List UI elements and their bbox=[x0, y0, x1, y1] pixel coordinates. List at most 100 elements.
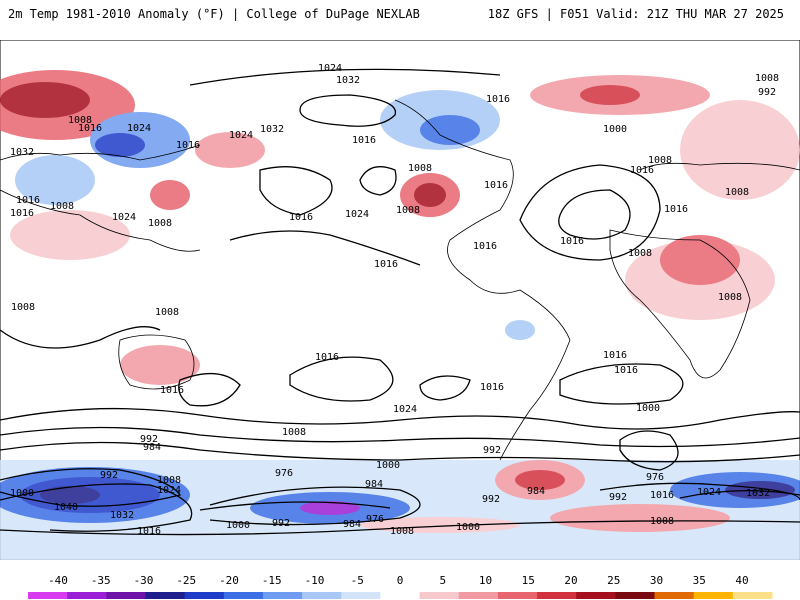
colorbar-tick-label: -20 bbox=[219, 574, 239, 587]
isobar-label: 1000 bbox=[226, 520, 250, 531]
isobar-label: 1016 bbox=[10, 208, 34, 219]
isobar-label: 992 bbox=[272, 518, 290, 529]
isobar-label: 984 bbox=[143, 442, 161, 453]
temperature-anomaly-shading bbox=[0, 70, 800, 560]
model-run-info: 18Z GFS | F051 Valid: 21Z THU MAR 27 202… bbox=[487, 7, 784, 21]
isobar-label: 1016 bbox=[352, 135, 376, 146]
isobar-label: 1024 bbox=[318, 63, 342, 74]
isobar-label: 1016 bbox=[614, 365, 638, 376]
isobar-label: 1016 bbox=[315, 352, 339, 363]
isobar-label: 992 bbox=[609, 492, 627, 503]
colorbar-swatch bbox=[380, 592, 421, 599]
colorbar-swatch bbox=[67, 592, 107, 599]
isobar-label: 1016 bbox=[78, 123, 102, 134]
isobar-label: 984 bbox=[365, 479, 383, 490]
isobar-label: 1024 bbox=[697, 487, 721, 498]
isobar-label: 976 bbox=[275, 468, 293, 479]
isobar-label: 1016 bbox=[137, 526, 161, 537]
isobar-label: 1024 bbox=[127, 123, 151, 134]
isobar-label: 1016 bbox=[484, 180, 508, 191]
isobar-label: 1000 bbox=[376, 460, 400, 471]
isobar-label: 1024 bbox=[229, 130, 253, 141]
isobar-label: 1016 bbox=[603, 350, 627, 361]
isobar-label: 1000 bbox=[456, 522, 480, 533]
colorbar-swatch bbox=[184, 592, 225, 599]
colorbar-tick-label: 10 bbox=[479, 574, 492, 587]
isobar-label: 1016 bbox=[486, 94, 510, 105]
isobar-label: 1016 bbox=[176, 140, 200, 151]
isobar-label: 1016 bbox=[289, 212, 313, 223]
colorbar-swatch bbox=[223, 592, 264, 599]
isobar-label: 992 bbox=[758, 87, 776, 98]
isobar-label: 1008 bbox=[408, 163, 432, 174]
colorbar-swatch bbox=[576, 592, 616, 599]
isobar-label: 976 bbox=[646, 472, 664, 483]
isobar-label: 1032 bbox=[110, 510, 134, 521]
temperature-colorbar: -40 -35 -30 -25 -20 -15 -10 -5 0 5 10 15 20 25 30 35 40 bbox=[28, 574, 773, 599]
isobar-label: 1016 bbox=[160, 385, 184, 396]
isobar-label: 992 bbox=[100, 470, 118, 481]
colorbar-tick-label: -5 bbox=[351, 574, 364, 587]
isobar-label: 1016 bbox=[16, 195, 40, 206]
isobar-label: 1024 bbox=[157, 485, 181, 496]
colorbar-tick-label: 15 bbox=[522, 574, 535, 587]
map-title: 2m Temp 1981-2010 Anomaly (°F) | College… bbox=[8, 7, 420, 21]
coastlines bbox=[0, 99, 800, 461]
isobar-label: 1032 bbox=[10, 147, 34, 158]
isobar-label: 1016 bbox=[473, 241, 497, 252]
colorbar-tick-label: -35 bbox=[91, 574, 111, 587]
isobar-label: 1008 bbox=[390, 526, 414, 537]
isobar-label: 1016 bbox=[374, 259, 398, 270]
colorbar-swatch bbox=[537, 592, 577, 599]
colorbar-swatch bbox=[654, 592, 695, 599]
isobar-label: 1024 bbox=[393, 404, 417, 415]
isobar-label: 1008 bbox=[282, 427, 306, 438]
isobar-label: 1008 bbox=[650, 516, 674, 527]
colorbar-tick-label: 5 bbox=[439, 574, 446, 587]
isobar-label: 1016 bbox=[480, 382, 504, 393]
isobar-label: 976 bbox=[366, 514, 384, 525]
colorbar-tick-label: 30 bbox=[650, 574, 663, 587]
isobar-label: 1008 bbox=[725, 187, 749, 198]
colorbar-tick-label: -40 bbox=[48, 574, 68, 587]
isobar-label: 1016 bbox=[664, 204, 688, 215]
isobar-label: 1008 bbox=[396, 205, 420, 216]
isobar-label: 1008 bbox=[148, 218, 172, 229]
colorbar-tick-label: -30 bbox=[134, 574, 154, 587]
header: 2m Temp 1981-2010 Anomaly (°F) | College… bbox=[0, 0, 800, 40]
isobar-label: 1032 bbox=[260, 124, 284, 135]
colorbar-swatch bbox=[615, 592, 656, 599]
isobar-label: 1000 bbox=[603, 124, 627, 135]
isobar-label: 1024 bbox=[112, 212, 136, 223]
isobar-label: 992 bbox=[482, 494, 500, 505]
isobar-label: 1032 bbox=[336, 75, 360, 86]
colorbar-tick-label: 20 bbox=[564, 574, 577, 587]
colorbar-swatch bbox=[28, 592, 68, 599]
isobar-label: 1008 bbox=[11, 302, 35, 313]
colorbar-tick-label: 35 bbox=[693, 574, 706, 587]
colorbar-swatch bbox=[145, 592, 186, 599]
isobar-label: 1008 bbox=[648, 155, 672, 166]
isobar-label: 1000 bbox=[636, 403, 660, 414]
isobar-label: 1008 bbox=[628, 248, 652, 259]
isobar-label: 1008 bbox=[50, 201, 74, 212]
colorbar-swatch bbox=[341, 592, 381, 599]
colorbar-swatch bbox=[106, 592, 146, 599]
colorbar-tick-label: -25 bbox=[176, 574, 196, 587]
isobar-label: 1008 bbox=[155, 307, 179, 318]
isobar-label: 1040 bbox=[54, 502, 78, 513]
colorbar-tick-label: 0 bbox=[397, 574, 404, 587]
isobar-label: 1024 bbox=[345, 209, 369, 220]
isobar-label: 1016 bbox=[560, 236, 584, 247]
isobar-label: 1016 bbox=[650, 490, 674, 501]
isobar-label: 1000 bbox=[10, 488, 34, 499]
colorbar-swatch bbox=[693, 592, 734, 599]
weather-map: 1024 1032 1008 992 1016 1008 1024 1016 1… bbox=[0, 40, 800, 560]
colorbar-swatch bbox=[262, 592, 303, 599]
colorbar-swatch bbox=[302, 592, 342, 599]
colorbar-swatch bbox=[497, 592, 538, 599]
colorbar-tick-label: 40 bbox=[735, 574, 748, 587]
colorbar-swatch bbox=[458, 592, 499, 599]
isobar-labels: 1024 1032 1008 992 1016 1008 1024 1016 1… bbox=[10, 63, 779, 537]
isobar-label: 992 bbox=[483, 445, 501, 456]
